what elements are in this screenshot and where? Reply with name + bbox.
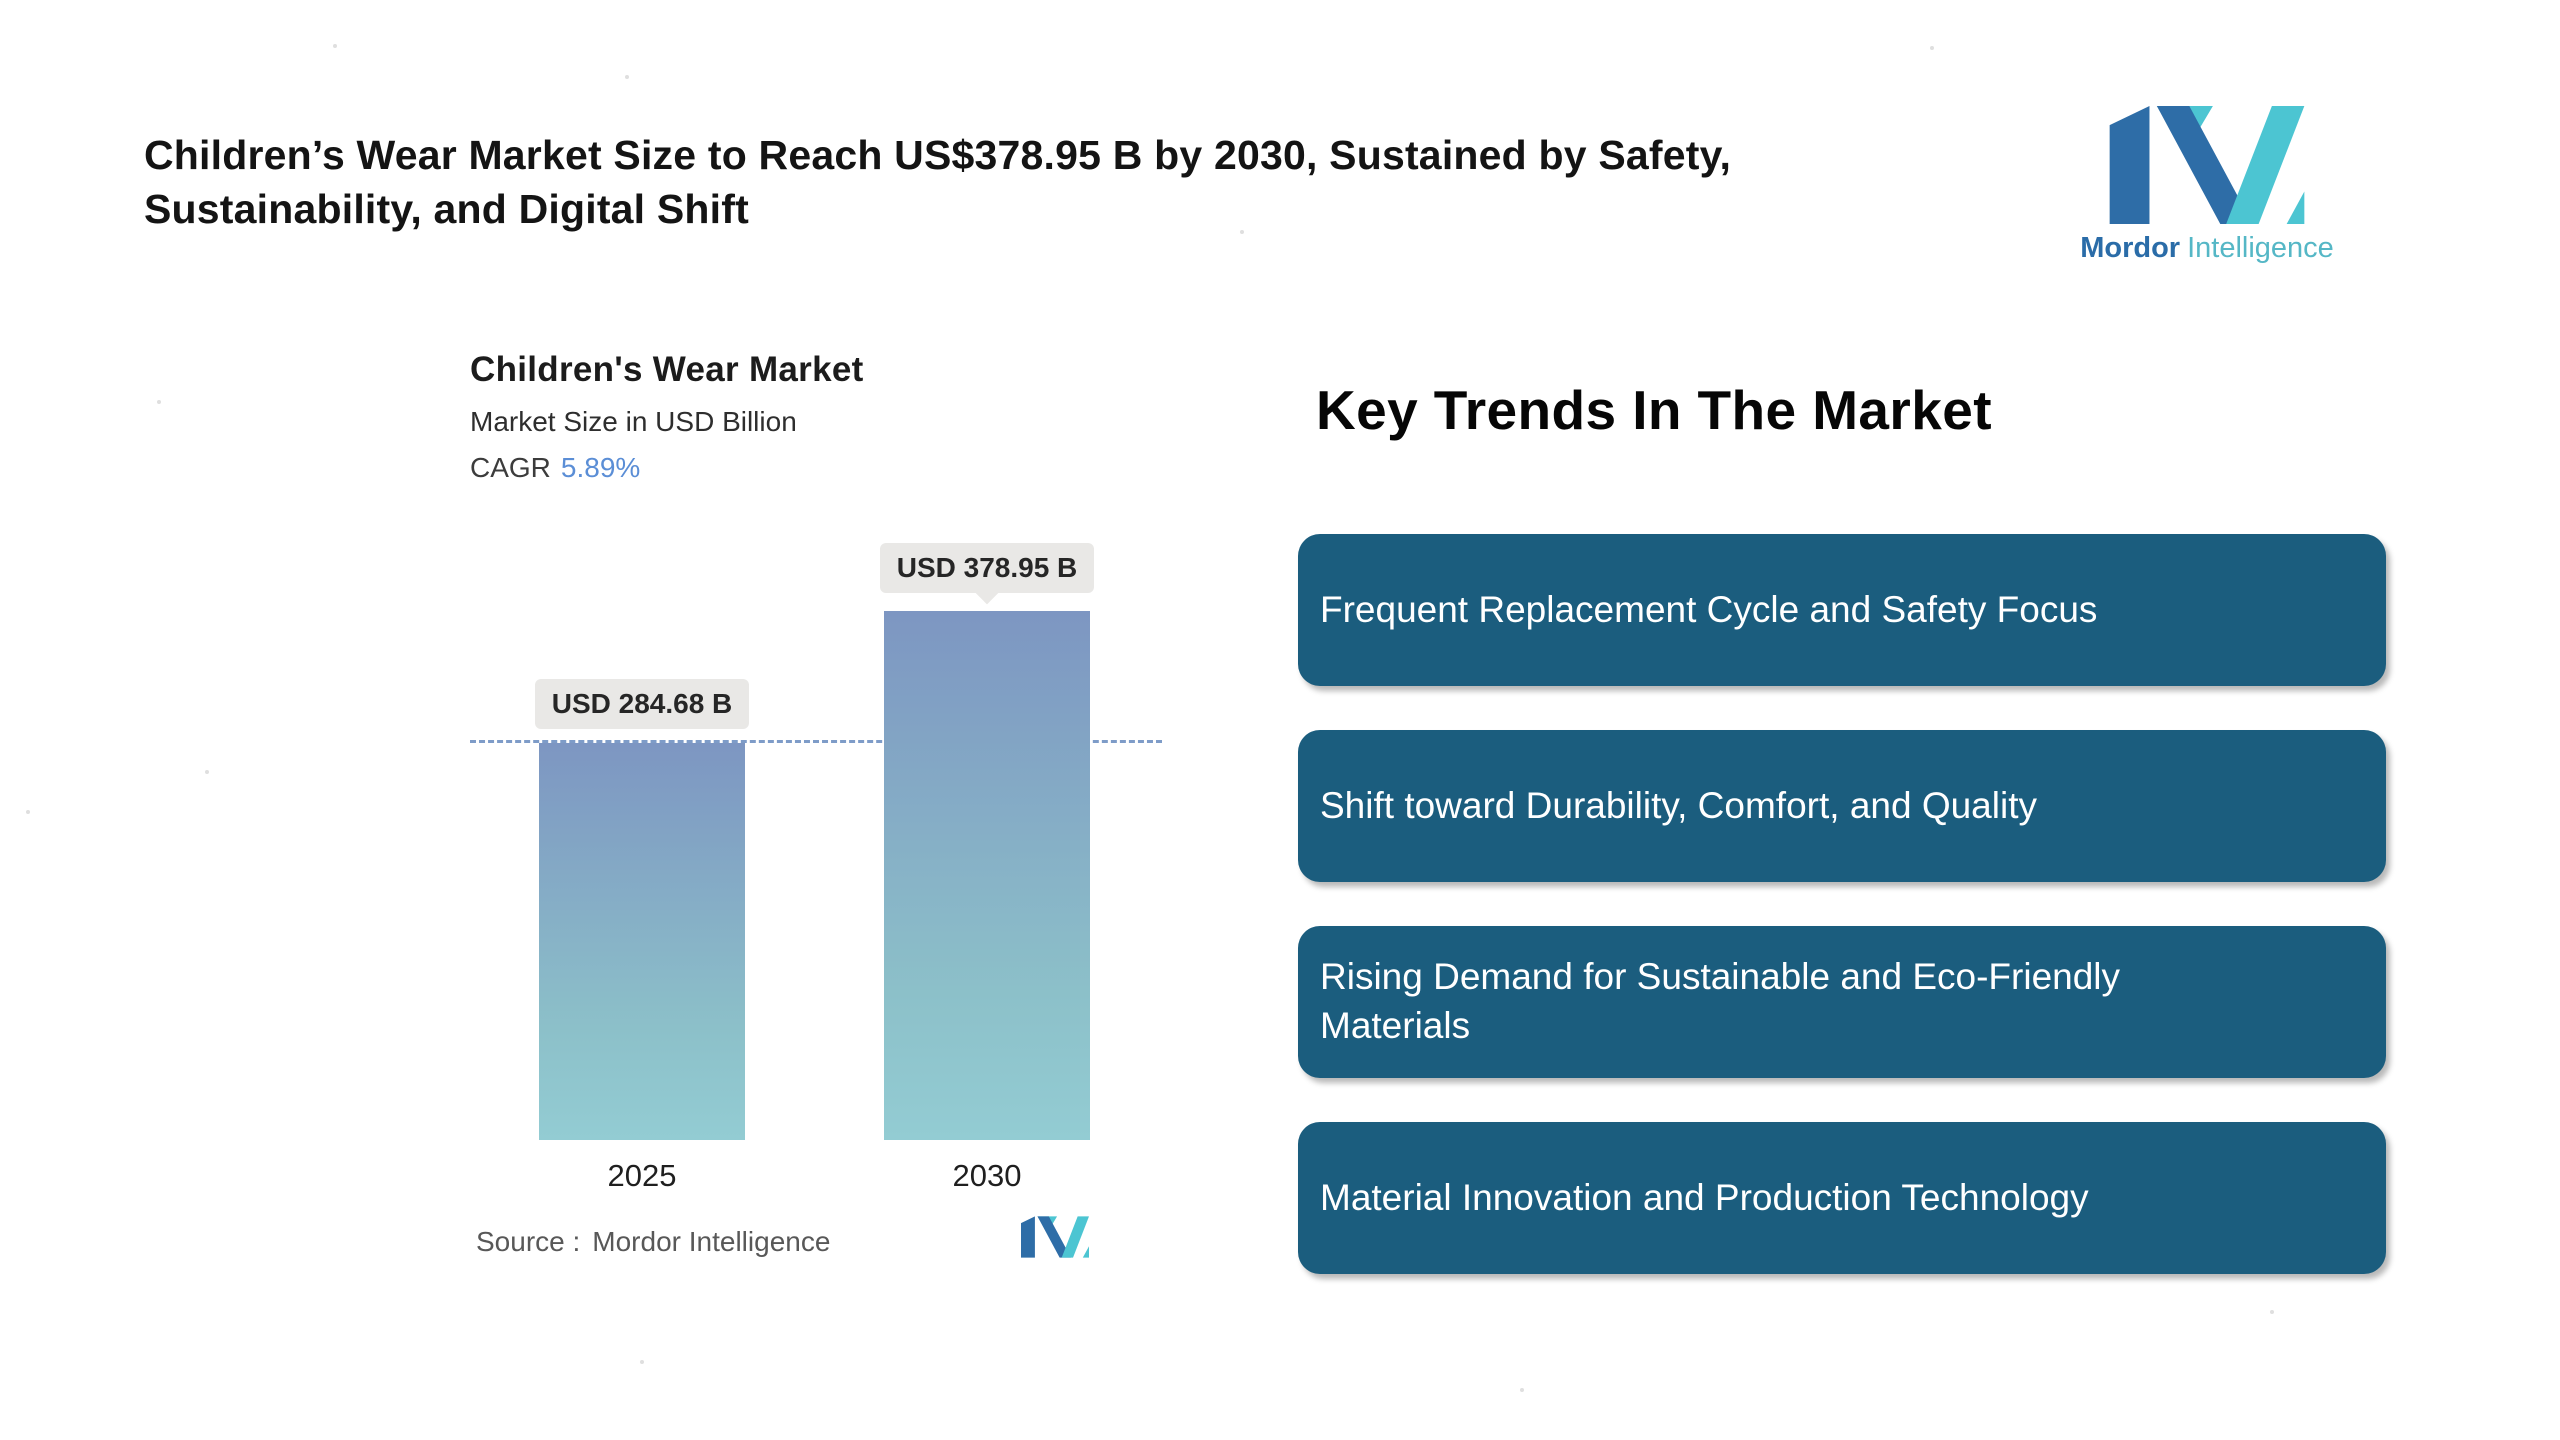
- chart-cagr: CAGR 5.89%: [470, 452, 864, 484]
- speckle: [1930, 46, 1934, 50]
- chart-header: Children's Wear Market Market Size in US…: [470, 350, 864, 484]
- brand-logo: Mordor Intelligence: [2072, 106, 2342, 265]
- brand-name-primary: Mordor: [2080, 232, 2181, 264]
- source-line: Source : Mordor Intelligence: [476, 1226, 830, 1258]
- cagr-label: CAGR: [470, 452, 551, 483]
- mordor-logo-small-icon: [1021, 1216, 1089, 1258]
- value-label-2030: USD 378.95 B: [879, 543, 1095, 593]
- speckle: [157, 400, 161, 404]
- bar-2025: [539, 743, 745, 1140]
- cagr-value: 5.89%: [560, 452, 641, 483]
- bar-group-2025: USD 284.68 B: [534, 679, 750, 1140]
- speckle: [1520, 1388, 1524, 1392]
- trend-card: Material Innovation and Production Techn…: [1298, 1122, 2386, 1274]
- page-title: Children’s Wear Market Size to Reach US$…: [144, 132, 1732, 233]
- chart-subtitle: Market Size in USD Billion: [470, 406, 797, 437]
- speckle: [2270, 1310, 2274, 1314]
- speckle: [333, 44, 337, 48]
- bar-2030: [884, 611, 1090, 1140]
- chart-title: Children's Wear Market: [470, 350, 864, 389]
- trends-heading: Key Trends In The Market: [1316, 379, 1992, 441]
- bar-group-2030: USD 378.95 B: [879, 543, 1095, 1140]
- source-label: Source :: [476, 1226, 581, 1257]
- brand-name-secondary: Intelligence: [2187, 232, 2334, 264]
- brand-wordmark: Mordor Intelligence: [2080, 232, 2334, 265]
- speckle: [640, 1360, 644, 1364]
- trend-card: Shift toward Durability, Comfort, and Qu…: [1298, 730, 2386, 882]
- bar-chart: USD 284.68 B USD 378.95 B: [470, 540, 1162, 1140]
- mordor-logo-icon: [2109, 106, 2305, 224]
- trend-card-label: Material Innovation and Production Techn…: [1320, 1176, 2089, 1218]
- source-value: Mordor Intelligence: [592, 1226, 831, 1257]
- trend-card-label: Shift toward Durability, Comfort, and Qu…: [1320, 784, 2037, 826]
- x-axis-label-2030: 2030: [952, 1158, 1022, 1193]
- speckle: [205, 770, 209, 774]
- speckle: [26, 810, 30, 814]
- x-axis-label-2025: 2025: [607, 1158, 677, 1193]
- speckle: [625, 75, 629, 79]
- trend-card-label: Rising Demand for Sustainable and Eco-Fr…: [1320, 956, 2121, 1046]
- trend-card-list: Frequent Replacement Cycle and Safety Fo…: [1298, 534, 2386, 1274]
- trend-card: Frequent Replacement Cycle and Safety Fo…: [1298, 534, 2386, 686]
- reference-line: [470, 740, 1162, 743]
- trend-card-label: Frequent Replacement Cycle and Safety Fo…: [1320, 588, 2098, 630]
- value-label-2025: USD 284.68 B: [534, 679, 750, 729]
- speckle: [1240, 230, 1244, 234]
- trend-card: Rising Demand for Sustainable and Eco-Fr…: [1298, 926, 2386, 1078]
